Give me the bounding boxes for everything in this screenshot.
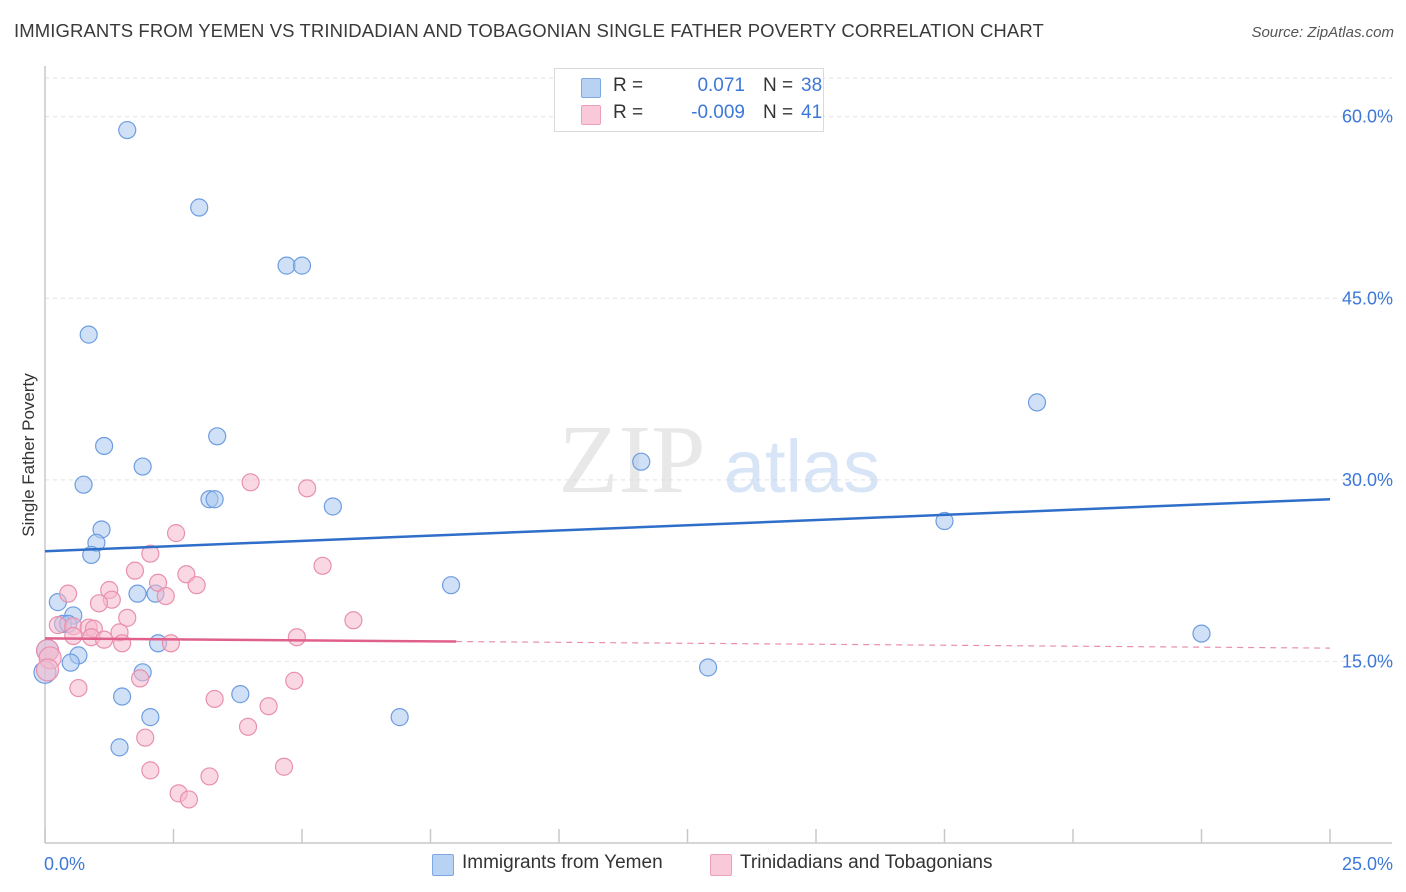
- bottom-legend-label: Immigrants from Yemen: [462, 852, 663, 873]
- point-yemen: [292, 256, 312, 275]
- grid-lines: [45, 77, 1392, 662]
- point-yemen: [632, 452, 651, 471]
- point-yemen: [323, 497, 342, 516]
- chart-title: IMMIGRANTS FROM YEMEN VS TRINIDADIAN AND…: [14, 20, 1044, 41]
- y-axis-label: Single Father Poverty: [19, 373, 38, 537]
- legend-r-value: -0.009: [691, 102, 745, 123]
- point-yemen: [95, 436, 114, 456]
- point-trinidad: [125, 561, 145, 580]
- point-yemen: [390, 708, 409, 727]
- point-trinidad: [48, 616, 67, 635]
- point-trinidad: [89, 594, 109, 613]
- data-points: [33, 120, 1211, 809]
- point-trinidad: [344, 611, 363, 630]
- point-yemen: [118, 120, 137, 140]
- point-trinidad: [156, 586, 175, 606]
- point-yemen: [110, 738, 129, 757]
- trendline-yemen: [44, 497, 1331, 553]
- point-trinidad: [64, 626, 83, 646]
- point-yemen: [61, 653, 80, 672]
- point-trinidad: [130, 669, 150, 688]
- point-trinidad: [118, 608, 137, 627]
- axes: [44, 66, 1392, 844]
- legend-swatch-blue: [581, 78, 601, 98]
- point-trinidad: [313, 556, 332, 575]
- point-trinidad: [35, 658, 60, 682]
- x-tick-label: 0.0%: [44, 854, 85, 874]
- y-tick-label: 45.0%: [1342, 288, 1393, 308]
- point-yemen: [205, 490, 224, 509]
- x-tick-label: 25.0%: [1342, 854, 1393, 874]
- legend-r-label: R =: [613, 75, 644, 96]
- trendline-trinidad-extension: [456, 640, 1331, 649]
- point-yemen: [112, 687, 132, 706]
- point-yemen: [208, 427, 227, 446]
- watermark-zip: ZIP: [559, 406, 706, 514]
- point-trinidad: [205, 689, 224, 709]
- point-trinidad: [136, 728, 155, 747]
- point-yemen: [79, 325, 98, 344]
- point-trinidad: [298, 479, 317, 498]
- point-yemen: [128, 584, 147, 603]
- point-yemen: [1192, 624, 1211, 643]
- bottom-legend-swatch-blue: [432, 854, 454, 876]
- point-yemen: [133, 457, 152, 476]
- point-trinidad: [59, 584, 78, 603]
- point-yemen: [141, 708, 160, 727]
- point-trinidad: [241, 473, 260, 492]
- point-yemen: [277, 256, 296, 275]
- point-trinidad: [69, 678, 88, 698]
- point-yemen: [231, 685, 250, 704]
- point-trinidad: [200, 767, 219, 786]
- point-yemen: [441, 576, 461, 595]
- point-trinidad: [285, 671, 304, 690]
- point-yemen: [190, 198, 209, 217]
- point-trinidad: [112, 634, 132, 653]
- point-trinidad: [274, 757, 294, 776]
- legend-swatch-pink: [581, 105, 601, 125]
- bottom-legend-label: Trinidadians and Tobagonians: [740, 852, 993, 873]
- legend-n-value: 41: [801, 102, 823, 123]
- correlation-legend: R = 0.071 N = 38 R = -0.009 N = 41: [554, 68, 824, 132]
- watermark-atlas: atlas: [724, 425, 880, 508]
- point-yemen: [74, 475, 93, 494]
- point-yemen: [1027, 393, 1047, 412]
- y-tick-label: 60.0%: [1342, 107, 1393, 127]
- trend-lines: [44, 497, 1331, 649]
- point-trinidad: [259, 697, 278, 716]
- point-trinidad: [238, 717, 258, 736]
- point-trinidad: [179, 790, 199, 809]
- legend-r-value: 0.071: [697, 75, 745, 96]
- source-label: Source: ZipAtlas.com: [1251, 24, 1394, 41]
- point-trinidad: [287, 628, 306, 647]
- trendline-trinidad: [44, 637, 457, 643]
- legend-r-label: R =: [613, 102, 644, 123]
- point-trinidad: [141, 761, 160, 780]
- legend-n-label: N =: [763, 75, 794, 96]
- point-trinidad: [141, 544, 160, 563]
- legend-n-value: 38: [801, 75, 823, 96]
- point-trinidad: [166, 524, 186, 543]
- point-trinidad: [187, 576, 206, 595]
- y-tick-label: 30.0%: [1342, 470, 1393, 490]
- point-yemen: [698, 658, 718, 677]
- legend-n-label: N =: [763, 102, 794, 123]
- point-yemen: [935, 511, 954, 531]
- tick-labels: 15.0% 30.0% 45.0% 60.0% 0.0% 25.0% Single Fath…: [19, 107, 1393, 874]
- point-trinidad: [161, 634, 181, 653]
- y-tick-label: 15.0%: [1342, 651, 1393, 671]
- bottom-legend-swatch-pink: [710, 854, 732, 876]
